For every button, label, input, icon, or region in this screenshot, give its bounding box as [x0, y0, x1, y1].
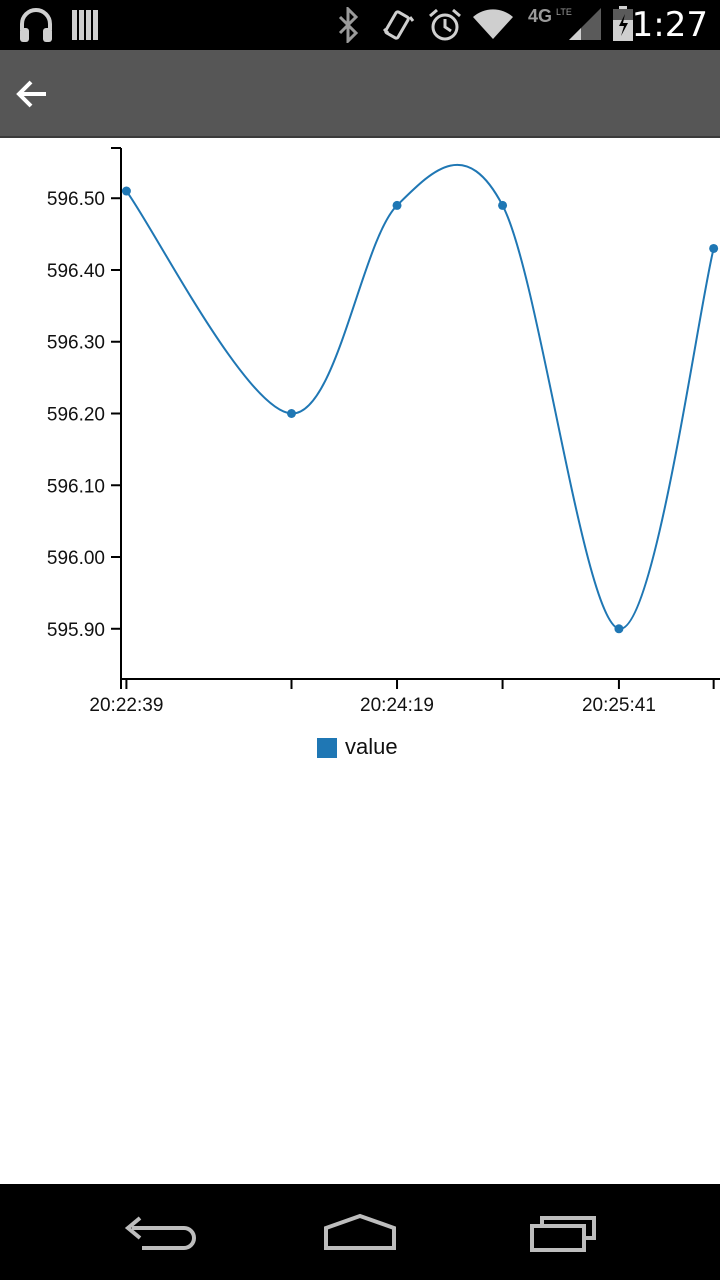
y-tick-label: 596.50 [47, 189, 105, 210]
chart-legend: value [0, 734, 720, 764]
battery-icon [613, 6, 633, 41]
y-tick-label: 595.90 [47, 620, 105, 641]
line-chart: 596.50 596.40 596.30 596.20 596.10 596.00 595.… [0, 138, 720, 778]
bluetooth-icon [338, 7, 359, 43]
network-sub-label: LTE [556, 7, 572, 17]
data-point-1 [286, 409, 296, 418]
data-point-2 [392, 200, 402, 210]
y-tick-label: 596.10 [47, 476, 105, 497]
arrow-left-icon [16, 80, 46, 108]
nav-home-button[interactable] [280, 1184, 440, 1280]
alarm-icon [429, 8, 461, 41]
y-tick-label: 596.20 [47, 405, 105, 426]
status-bar: 4G LTE 1:27 [0, 0, 720, 50]
wifi-icon [473, 9, 513, 39]
chart-svg: 596.50 596.40 596.30 596.20 596.10 596.00 595.… [47, 147, 720, 716]
vibrate-icon [382, 10, 415, 40]
back-button[interactable] [0, 50, 70, 136]
home-nav-icon [324, 1213, 396, 1250]
headphones-icon [20, 8, 52, 42]
storage-icon [72, 10, 98, 40]
x-tick-label: 20:25:41 [582, 695, 656, 716]
y-axis-ticks: 596.50 596.40 596.30 596.20 596.10 596.00 595.… [47, 189, 121, 641]
navigation-bar [0, 1184, 720, 1280]
data-point-5 [709, 243, 719, 253]
legend-label: value [345, 734, 398, 759]
status-clock: 1:27 [631, 5, 708, 45]
y-tick-label: 596.30 [47, 333, 105, 354]
back-nav-icon [124, 1216, 196, 1250]
series-points [121, 186, 719, 634]
x-axis-ticks: 20:22:39 20:24:19 20:25:41 [89, 679, 715, 716]
network-type-label: 4G [528, 6, 553, 26]
recents-nav-icon [530, 1216, 596, 1252]
chart-axes [111, 147, 720, 689]
data-point-3 [498, 200, 508, 210]
y-tick-label: 596.00 [47, 548, 105, 569]
y-tick-label: 596.40 [47, 261, 105, 282]
legend-swatch [317, 738, 337, 758]
action-bar [0, 50, 720, 138]
nav-recents-button[interactable] [488, 1184, 648, 1280]
data-point-4 [614, 624, 624, 634]
nav-back-button[interactable] [80, 1184, 240, 1280]
data-point-0 [121, 186, 131, 196]
series-line-value [125, 163, 715, 630]
signal-icon [569, 8, 601, 40]
x-tick-label: 20:24:19 [360, 695, 434, 716]
x-tick-label: 20:22:39 [89, 695, 163, 716]
